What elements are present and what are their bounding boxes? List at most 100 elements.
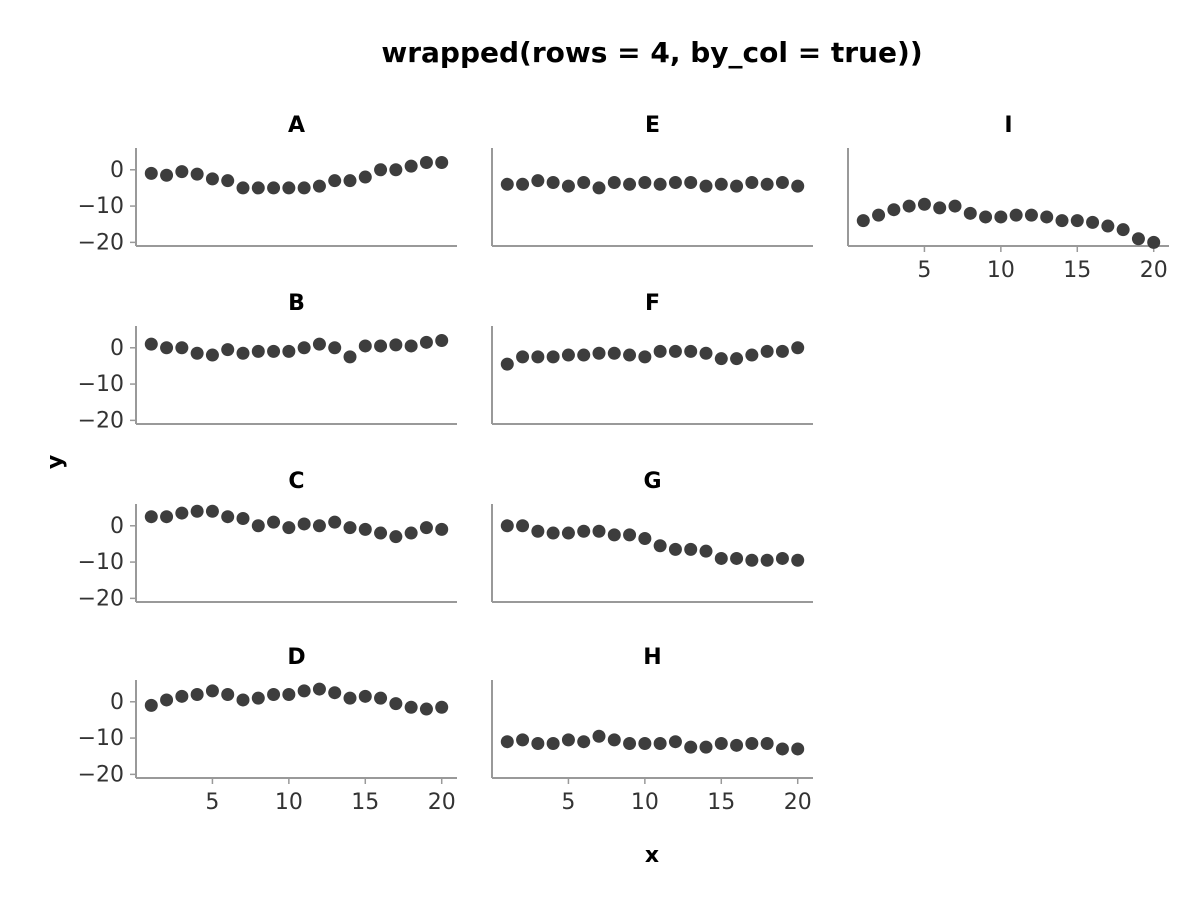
- facet-panel-b: B 0 −10 −20: [78, 291, 457, 433]
- y-tick-label: −20: [78, 408, 124, 433]
- data-point: [546, 175, 560, 189]
- data-point: [775, 175, 789, 189]
- facet-panel-e: E: [491, 113, 813, 247]
- data-point: [714, 551, 728, 565]
- data-point: [328, 341, 342, 355]
- data-point: [714, 177, 728, 191]
- facet-panel-a: A 0 −10 −20: [78, 113, 457, 255]
- data-point: [531, 350, 545, 364]
- data-point: [389, 163, 403, 177]
- facet-panel-h: H 5 10 15 20: [491, 645, 813, 815]
- data-point: [328, 174, 342, 188]
- data-point: [160, 693, 174, 707]
- data-point: [251, 181, 265, 195]
- y-tick-label: −20: [78, 230, 124, 255]
- data-point: [775, 344, 789, 358]
- data-point: [561, 179, 575, 193]
- x-tick-label: 5: [205, 790, 219, 815]
- data-point: [251, 344, 265, 358]
- data-point: [144, 166, 158, 180]
- x-tick-label: 15: [351, 790, 379, 815]
- data-point: [358, 339, 372, 353]
- data-point: [592, 729, 606, 743]
- data-point: [160, 168, 174, 182]
- data-point: [312, 519, 326, 533]
- data-point: [175, 689, 189, 703]
- y-tick-label: −10: [78, 372, 124, 397]
- facet-grid: A 0 −10 −20 B 0 −10 −20 C 0 −10 −20 D 0 −10 −20 5 10 15 20 E…: [78, 113, 1169, 815]
- data-point: [144, 698, 158, 712]
- data-point: [745, 737, 759, 751]
- data-point: [872, 208, 886, 222]
- data-point: [1116, 223, 1130, 237]
- data-point: [638, 350, 652, 364]
- y-tick-label: −10: [78, 550, 124, 575]
- data-point: [577, 735, 591, 749]
- y-axis-label: y: [43, 455, 68, 469]
- data-point: [190, 167, 204, 181]
- data-point: [994, 210, 1008, 224]
- data-point: [775, 551, 789, 565]
- y-tick-label: 0: [110, 336, 124, 361]
- data-point: [933, 201, 947, 215]
- data-point: [221, 688, 235, 702]
- data-point: [144, 510, 158, 524]
- data-point: [684, 740, 698, 754]
- data-point: [963, 206, 977, 220]
- x-tick-label: 10: [631, 790, 659, 815]
- data-point: [297, 684, 311, 698]
- data-point: [251, 691, 265, 705]
- data-point: [668, 735, 682, 749]
- data-point: [404, 339, 418, 353]
- data-point: [160, 510, 174, 524]
- data-point: [546, 350, 560, 364]
- facet-title-f: F: [645, 291, 660, 316]
- data-point: [435, 522, 449, 536]
- data-point: [714, 352, 728, 366]
- data-point: [638, 175, 652, 189]
- y-tick-label: −10: [78, 726, 124, 751]
- data-point: [653, 344, 667, 358]
- data-point: [607, 175, 621, 189]
- data-point: [297, 181, 311, 195]
- data-point: [760, 344, 774, 358]
- data-point: [531, 737, 545, 751]
- data-point: [699, 346, 713, 360]
- data-point: [190, 346, 204, 360]
- data-point: [389, 338, 403, 352]
- data-point: [205, 172, 219, 186]
- data-point: [902, 199, 916, 213]
- facet-title-g: G: [643, 469, 661, 494]
- data-point: [561, 733, 575, 747]
- data-point: [404, 700, 418, 714]
- data-point: [419, 156, 433, 170]
- facet-title-h: H: [643, 645, 661, 670]
- data-point: [236, 181, 250, 195]
- data-point: [791, 179, 805, 193]
- data-point: [516, 350, 530, 364]
- facet-panel-g: G: [491, 469, 813, 603]
- data-point: [374, 691, 388, 705]
- data-point: [623, 177, 637, 191]
- data-point: [699, 740, 713, 754]
- data-point: [1055, 214, 1069, 228]
- data-point: [730, 179, 744, 193]
- data-point: [205, 504, 219, 518]
- x-tick-label: 20: [1140, 258, 1168, 283]
- data-point: [668, 344, 682, 358]
- data-point: [374, 339, 388, 353]
- data-point: [607, 346, 621, 360]
- data-point: [435, 334, 449, 348]
- data-point: [404, 526, 418, 540]
- data-point: [419, 702, 433, 716]
- y-tick-label: 0: [110, 514, 124, 539]
- data-point: [592, 181, 606, 195]
- data-point: [175, 341, 189, 355]
- x-tick-label: 20: [784, 790, 812, 815]
- data-point: [328, 515, 342, 529]
- data-point: [328, 686, 342, 700]
- data-point: [343, 691, 357, 705]
- x-axis-label: x: [645, 843, 659, 868]
- data-point: [236, 512, 250, 526]
- data-point: [623, 528, 637, 542]
